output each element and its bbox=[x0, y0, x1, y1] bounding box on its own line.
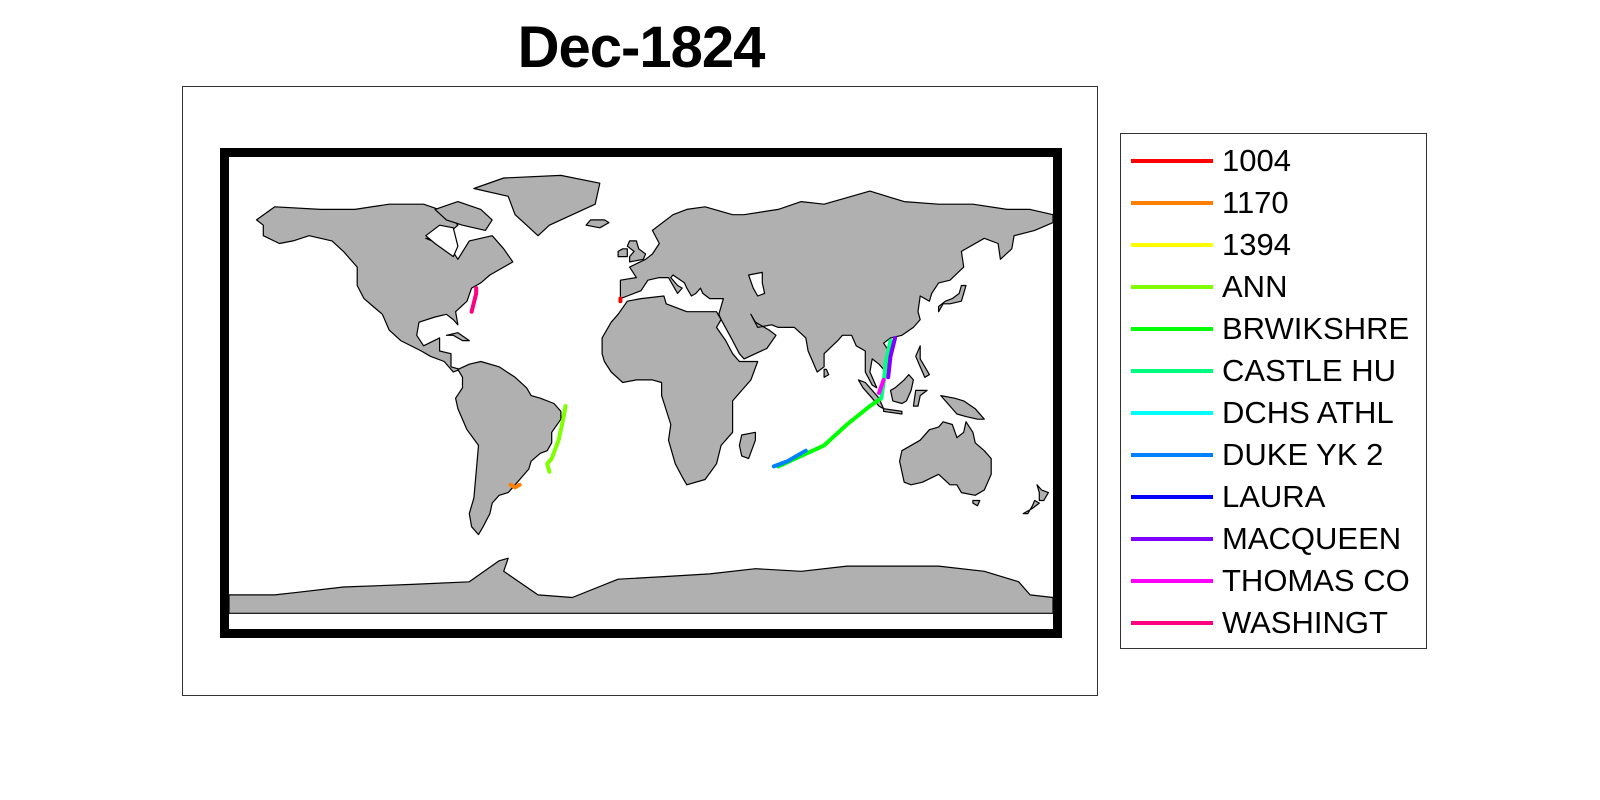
legend-label: DCHS ATHL bbox=[1222, 395, 1394, 430]
legend-swatch bbox=[1131, 453, 1213, 457]
legend-item: DUKE YK 2 bbox=[1121, 434, 1426, 476]
legend-item: DCHS ATHL bbox=[1121, 392, 1426, 434]
track-duke-yk-2 bbox=[771, 448, 808, 469]
legend-swatch bbox=[1131, 579, 1213, 583]
legend-item: CASTLE HU bbox=[1121, 350, 1426, 392]
track-washingt bbox=[469, 286, 479, 314]
legend-item: 1170 bbox=[1121, 182, 1426, 224]
eurasia-landmass bbox=[619, 190, 1054, 389]
track-1170 bbox=[508, 482, 522, 490]
track-macqueen bbox=[886, 335, 898, 380]
caspian-sea-water bbox=[747, 271, 766, 297]
antarctica-landmass bbox=[228, 557, 1054, 614]
legend-item: BRWIKSHRE bbox=[1121, 308, 1426, 350]
legend-item: 1004 bbox=[1121, 140, 1426, 182]
sri-lanka-landmass bbox=[823, 368, 830, 378]
ireland-landmass bbox=[617, 248, 628, 258]
baffin-island-landmass bbox=[434, 200, 493, 232]
legend-label: 1394 bbox=[1222, 227, 1291, 262]
sulawesi-landmass bbox=[912, 389, 928, 407]
legend-item: 1394 bbox=[1121, 224, 1426, 266]
chart-title: Dec-1824 bbox=[517, 15, 766, 80]
legend: 1004 1170 1394 ANN BRWIKSHRE CASTLE HU DCHS AT… bbox=[1120, 133, 1427, 649]
legend-swatch bbox=[1131, 243, 1213, 247]
legend-swatch bbox=[1131, 159, 1213, 163]
legend-item: LAURA bbox=[1121, 476, 1426, 518]
legend-swatch bbox=[1131, 537, 1213, 541]
legend-item: THOMAS CO bbox=[1121, 560, 1426, 602]
legend-swatch bbox=[1131, 285, 1213, 289]
java-landmass bbox=[882, 408, 903, 415]
legend-label: 1170 bbox=[1222, 185, 1289, 220]
legend-label: ANN bbox=[1222, 269, 1288, 304]
legend-label: WASHINGT bbox=[1222, 605, 1388, 640]
track-castle-hu bbox=[879, 338, 893, 401]
legend-label: CASTLE HU bbox=[1222, 353, 1396, 388]
hudson-bay-water bbox=[425, 224, 459, 258]
legend-item: ANN bbox=[1121, 266, 1426, 308]
legend-swatch bbox=[1131, 495, 1213, 499]
australia-landmass bbox=[898, 421, 992, 496]
legend-swatch bbox=[1131, 411, 1213, 415]
track-ann bbox=[545, 404, 568, 474]
africa-landmass bbox=[601, 295, 759, 486]
legend-label: 1004 bbox=[1222, 143, 1291, 178]
legend-label: MACQUEEN bbox=[1222, 521, 1402, 556]
legend-label: BRWIKSHRE bbox=[1222, 311, 1410, 346]
map-frame bbox=[220, 148, 1062, 638]
great-britain-landmass bbox=[626, 240, 647, 263]
legend-swatch bbox=[1131, 201, 1213, 205]
new-zealand-south-landmass bbox=[1022, 499, 1040, 515]
legend-item: WASHINGT bbox=[1121, 602, 1426, 644]
legend-label: LAURA bbox=[1222, 479, 1326, 514]
new-guinea-landmass bbox=[940, 395, 985, 420]
iceland-landmass bbox=[585, 219, 610, 229]
axes-frame bbox=[182, 86, 1098, 696]
world-map bbox=[220, 148, 1062, 638]
new-zealand-north-landmass bbox=[1036, 484, 1050, 502]
legend-swatch bbox=[1131, 327, 1213, 331]
track-thomas-co bbox=[877, 377, 886, 395]
tasmania-landmass bbox=[972, 499, 981, 507]
japan-landmass bbox=[937, 284, 967, 313]
greenland-landmass bbox=[473, 174, 601, 237]
philippines-landmass bbox=[915, 345, 931, 378]
madagascar-landmass bbox=[738, 431, 757, 460]
legend-swatch bbox=[1131, 621, 1213, 625]
legend-label: THOMAS CO bbox=[1222, 563, 1410, 598]
cuba-landmass bbox=[445, 332, 470, 342]
ship-tracks bbox=[469, 286, 898, 490]
legend-item: MACQUEEN bbox=[1121, 518, 1426, 560]
south-america-landmass bbox=[455, 360, 562, 536]
legend-label: DUKE YK 2 bbox=[1222, 437, 1384, 472]
landmasses bbox=[228, 174, 1054, 614]
legend-swatch bbox=[1131, 369, 1213, 373]
borneo-landmass bbox=[889, 374, 915, 405]
